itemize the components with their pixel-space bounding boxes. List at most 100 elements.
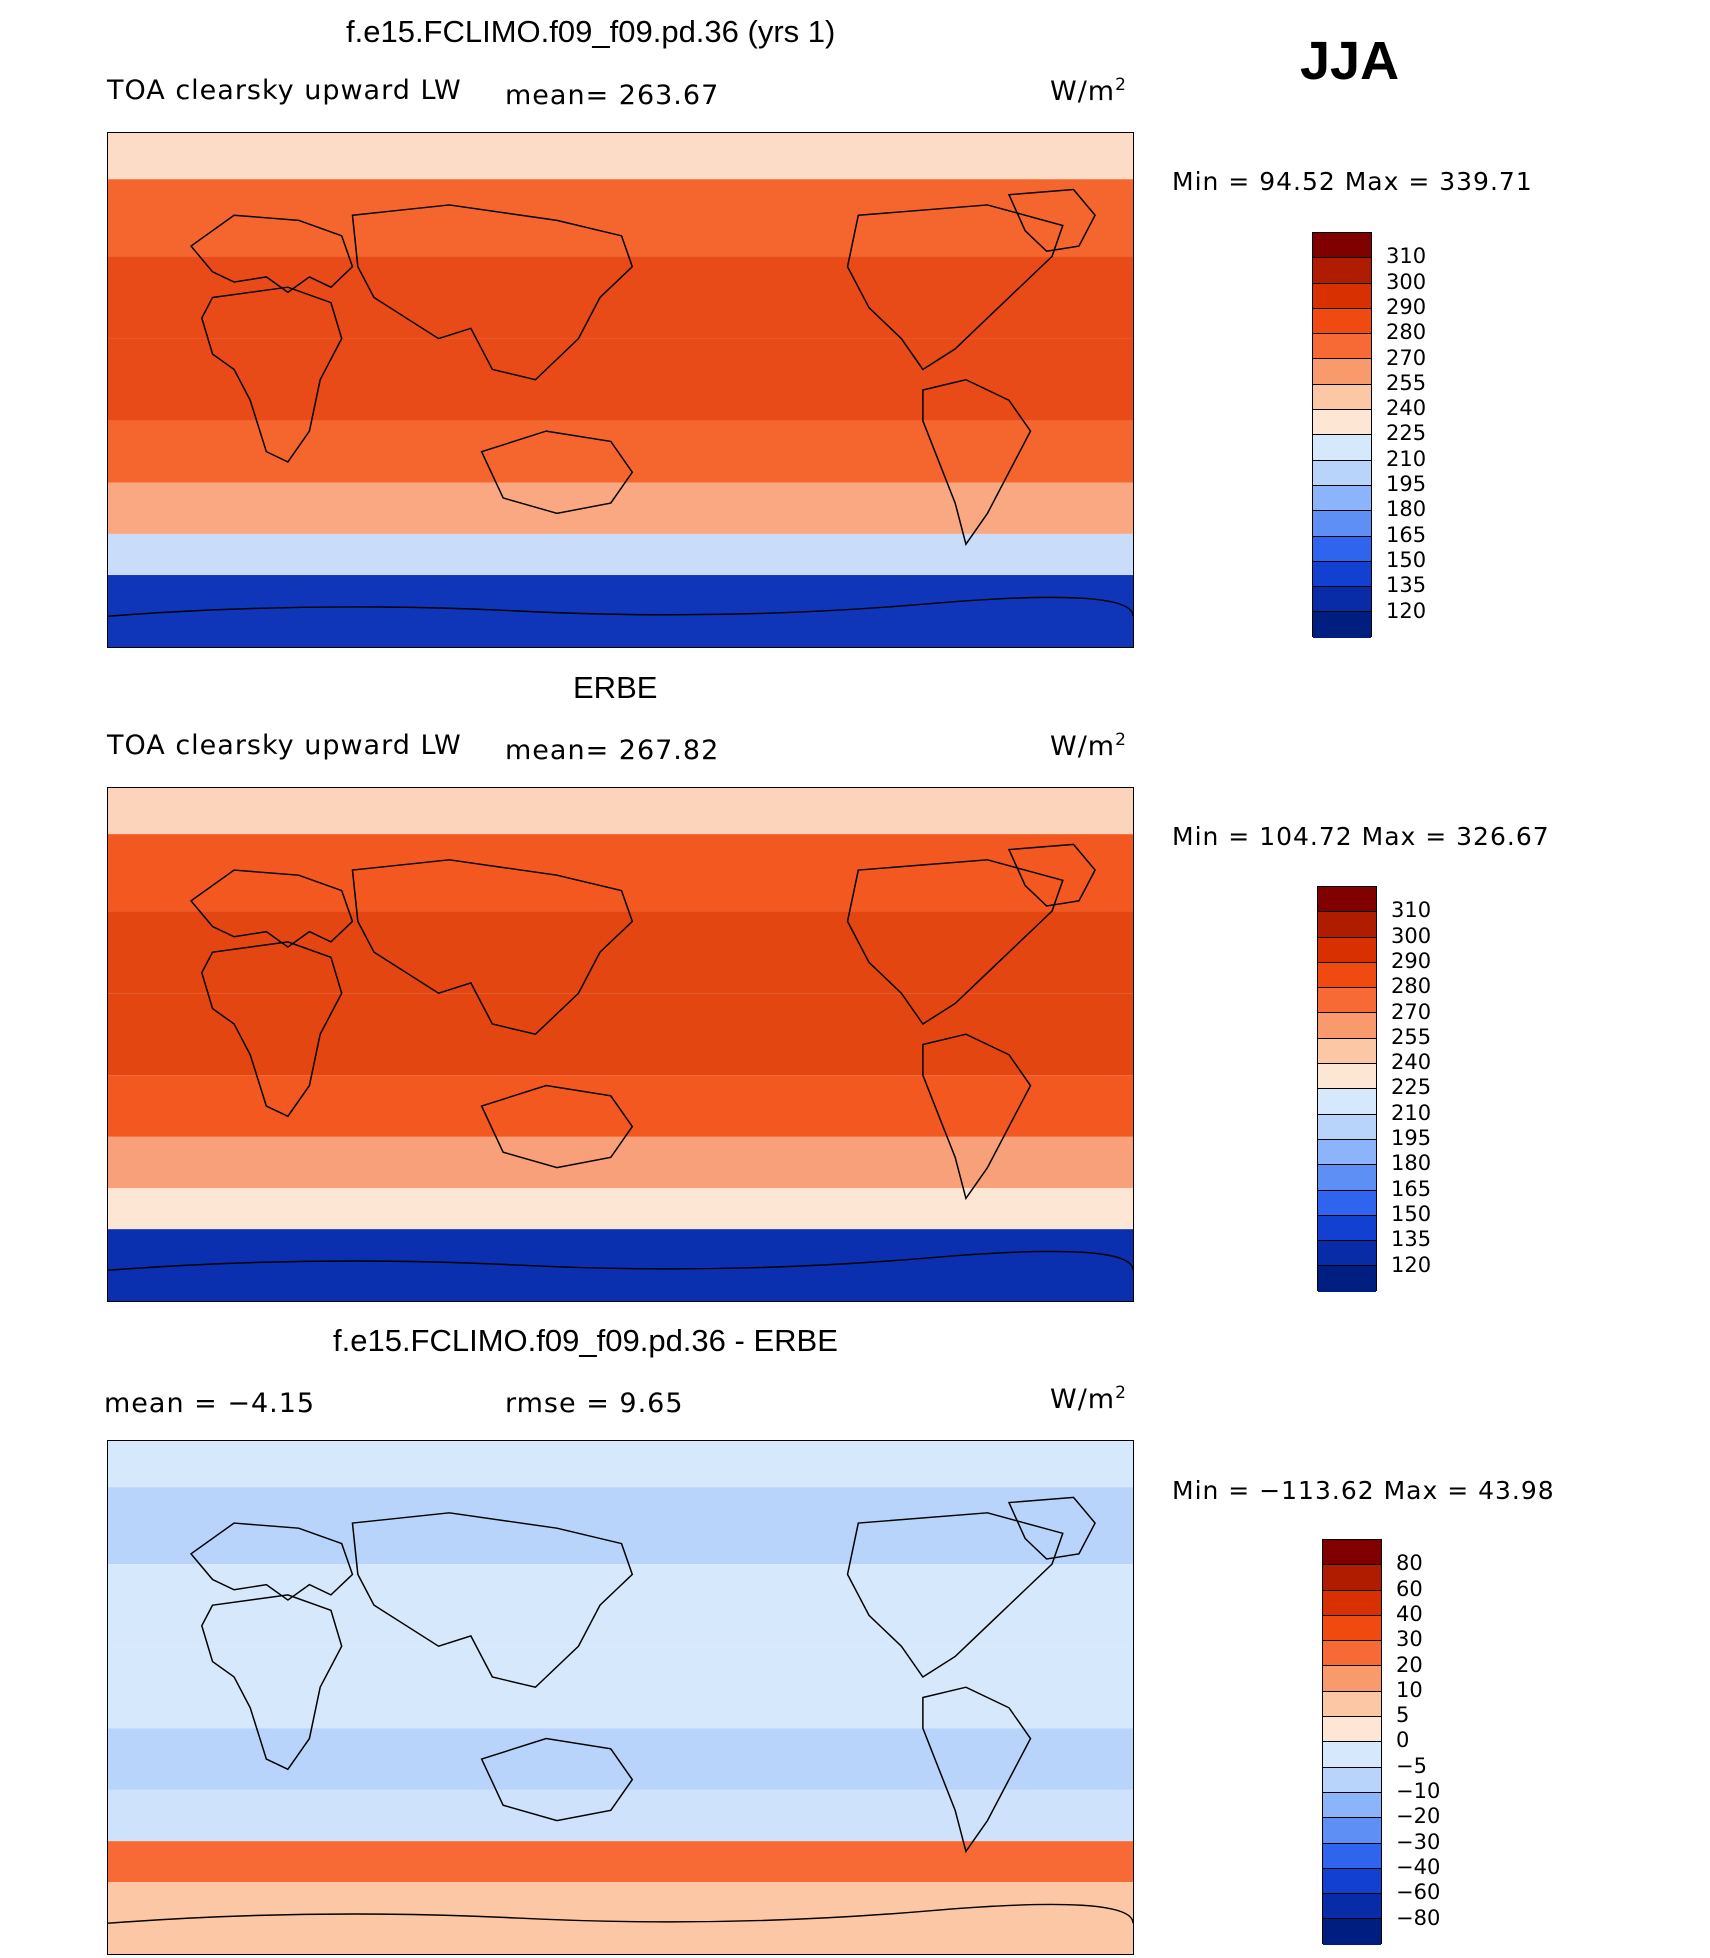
map-field <box>108 788 1133 1301</box>
colorbar-swatch <box>1318 1114 1376 1140</box>
colorbar-swatch <box>1313 334 1371 360</box>
field-band <box>108 1136 1133 1189</box>
colorbar-swatch <box>1313 283 1371 309</box>
coastline <box>1007 188 1096 252</box>
colorbar-swatch <box>1313 612 1371 638</box>
colorbar-swatch <box>1313 536 1371 562</box>
field-band <box>108 788 1133 835</box>
colorbar-level-label: 165 <box>1386 522 1427 547</box>
colorbar-swatch <box>1323 1691 1381 1718</box>
colorbar-level-label: 240 <box>1386 396 1427 421</box>
field-band <box>108 1646 1133 1729</box>
colorbar-level-label: −20 <box>1396 1804 1441 1829</box>
colorbar-level-label: 270 <box>1391 999 1432 1024</box>
coastline <box>480 1737 634 1822</box>
coastline <box>1007 1496 1096 1560</box>
panel-title-obs: ERBE <box>573 670 658 705</box>
colorbar-level-label: 195 <box>1391 1126 1432 1150</box>
colorbar-boxes <box>1322 1539 1382 1945</box>
colorbar-level-label: 300 <box>1391 923 1432 948</box>
map-model <box>107 132 1134 648</box>
colorbar-swatch <box>1313 233 1371 259</box>
field-band <box>108 1229 1133 1301</box>
colorbar-level-label: 225 <box>1386 421 1427 446</box>
min-max-obs: Min = 104.72 Max = 326.67 <box>1172 822 1550 851</box>
colorbar-level-label: 150 <box>1391 1201 1432 1226</box>
map-diff <box>107 1440 1134 1955</box>
colorbar-level-label: 165 <box>1391 1176 1432 1201</box>
panel-units-model: W/m2 <box>1050 75 1127 107</box>
colorbar-swatch <box>1318 962 1376 989</box>
colorbar-swatch <box>1323 1717 1381 1743</box>
colorbar-level-label: 255 <box>1391 1024 1432 1049</box>
panel-left-label-model: TOA clearsky upward LW <box>107 75 462 106</box>
colorbar-swatch <box>1323 1641 1381 1667</box>
colorbar-level-label: 280 <box>1391 974 1432 999</box>
coastline <box>846 1512 1064 1678</box>
colorbar-swatch <box>1318 988 1376 1014</box>
colorbar-level-label: 135 <box>1386 573 1427 598</box>
coastline <box>922 1033 1032 1201</box>
colorbar-swatch <box>1323 1742 1381 1768</box>
colorbar-swatch <box>1313 587 1371 613</box>
map-obs <box>107 787 1134 1302</box>
colorbar-level-label: 0 <box>1396 1728 1410 1753</box>
colorbar-swatch <box>1318 1064 1376 1090</box>
colorbar-level-label: 120 <box>1386 598 1427 623</box>
map-field <box>108 133 1133 647</box>
field-band <box>108 575 1133 647</box>
colorbar-swatch <box>1318 1190 1376 1216</box>
field-band <box>108 256 1133 339</box>
field-band <box>108 533 1133 576</box>
colorbar-level-label: 300 <box>1386 269 1427 294</box>
antarctic-coastline <box>108 1250 1133 1271</box>
colorbar-level-label: 80 <box>1396 1551 1423 1576</box>
colorbar-swatch <box>1318 912 1376 938</box>
colorbar-swatch <box>1313 359 1371 385</box>
colorbar-swatch <box>1313 435 1371 461</box>
colorbar-swatch <box>1313 384 1371 411</box>
colorbar-swatch <box>1313 410 1371 436</box>
field-band <box>108 338 1133 421</box>
colorbar-swatch <box>1313 561 1371 588</box>
field-band <box>108 420 1133 483</box>
colorbar-level-label: 150 <box>1386 547 1427 572</box>
panel-title-diff: f.e15.FCLIMO.f09_f09.pd.36 - ERBE <box>333 1323 838 1358</box>
colorbar-swatch <box>1318 1165 1376 1191</box>
colorbar-swatch <box>1318 887 1376 913</box>
colorbar-swatch <box>1323 1843 1381 1869</box>
field-band <box>108 133 1133 180</box>
coastline <box>189 1522 354 1601</box>
colorbar-level-label: 195 <box>1386 472 1427 496</box>
field-band <box>108 834 1133 912</box>
panel-units-diff: W/m2 <box>1050 1383 1127 1415</box>
colorbar-swatch <box>1318 1139 1376 1166</box>
coastline <box>480 430 634 515</box>
map-field <box>108 1441 1133 1954</box>
colorbar-level-label: 290 <box>1386 294 1427 319</box>
season-label: JJA <box>1300 31 1400 91</box>
colorbar-swatch <box>1313 485 1371 512</box>
coastline <box>351 859 634 1036</box>
field-band <box>108 1789 1133 1842</box>
colorbar-level-label: −5 <box>1396 1753 1427 1778</box>
colorbar-swatch <box>1323 1666 1381 1692</box>
colorbar-swatch <box>1323 1767 1381 1793</box>
colorbar-level-label: 40 <box>1396 1601 1423 1626</box>
colorbar-level-label: 210 <box>1386 446 1427 471</box>
coastline <box>200 941 343 1118</box>
colorbar-boxes <box>1317 886 1377 1292</box>
colorbar-swatch <box>1313 308 1371 335</box>
panel-title-model: f.e15.FCLIMO.f09_f09.pd.36 (yrs 1) <box>346 14 836 49</box>
min-max-diff: Min = −113.62 Max = 43.98 <box>1172 1476 1555 1505</box>
colorbar-level-label: 225 <box>1391 1075 1432 1100</box>
coastline <box>846 859 1064 1025</box>
coastline <box>200 1594 343 1771</box>
colorbar-level-label: 255 <box>1386 370 1427 395</box>
panel-left-label-obs: TOA clearsky upward LW <box>107 730 462 761</box>
field-band <box>108 1487 1133 1565</box>
colorbar-level-label: −10 <box>1396 1779 1441 1803</box>
colorbar-swatch <box>1323 1792 1381 1819</box>
colorbar-swatch <box>1318 1089 1376 1115</box>
colorbar-swatch <box>1323 1540 1381 1566</box>
